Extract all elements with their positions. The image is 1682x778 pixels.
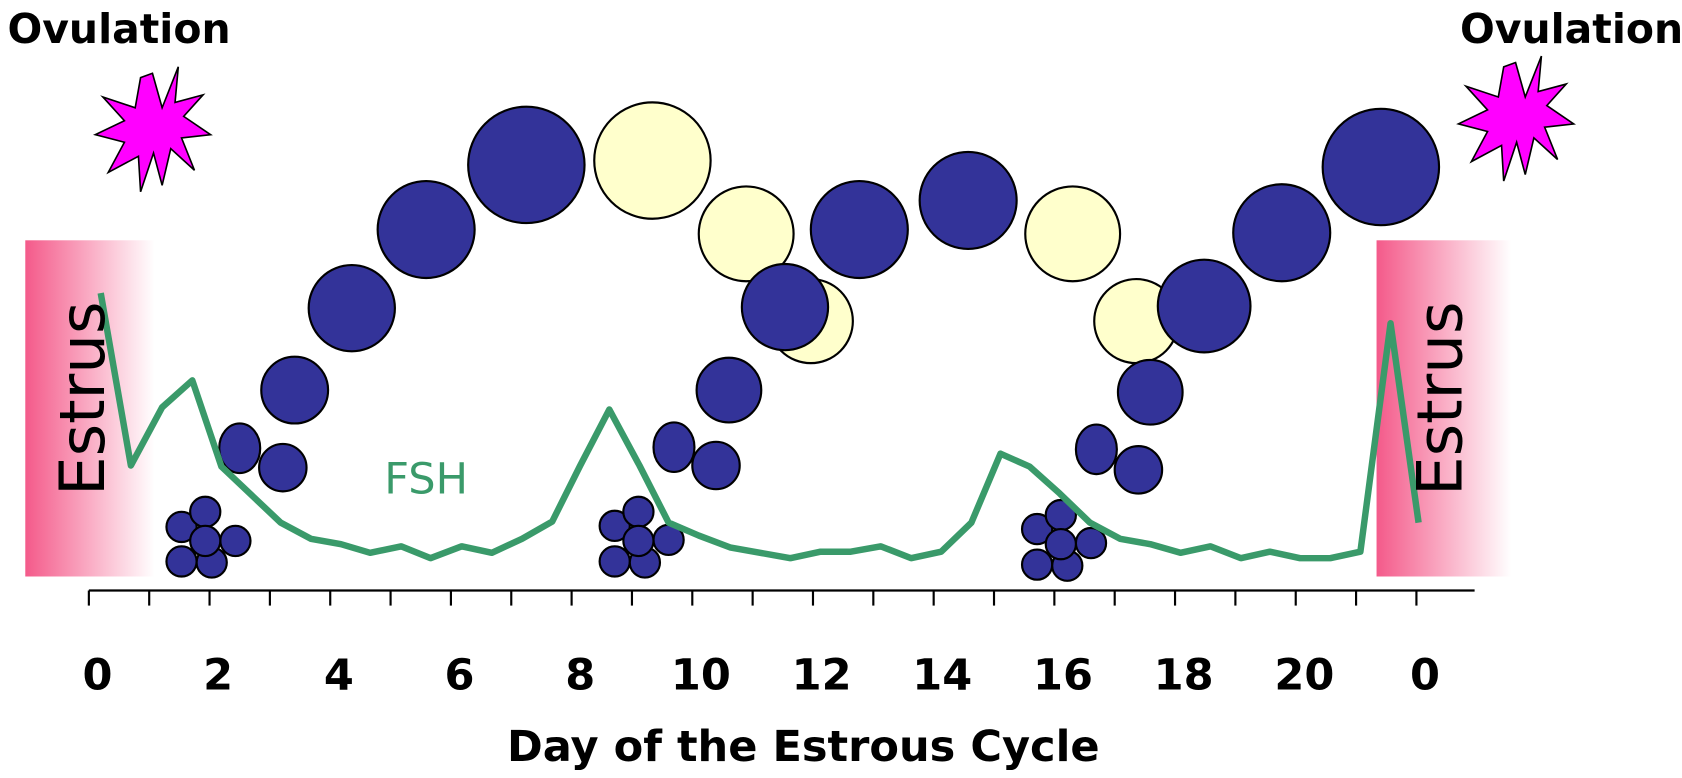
axis-tick-label: 10 [671, 651, 731, 701]
estrus-label: Estrus [1404, 302, 1477, 496]
estrus-label: Estrus [46, 302, 119, 496]
page: Ovulation Ovulation FSH Estrus Estrus 0 2… [0, 0, 1682, 778]
axis-tick-label: 20 [1274, 651, 1334, 701]
axis-tick-label: 18 [1154, 651, 1214, 701]
axis-tick-label: 16 [1033, 651, 1093, 701]
axis-tick-label: 8 [565, 651, 595, 701]
fsh-label: FSH [384, 455, 468, 505]
axis-tick-label: 0 [82, 651, 112, 701]
axis-tick-labels: 0 2 4 6 8 10 12 14 16 18 20 0 [82, 651, 1440, 701]
axis-tick-label: 2 [203, 651, 233, 701]
axis-tick-label: 12 [792, 651, 852, 701]
axis-tick-label: 14 [912, 651, 972, 701]
follicles [166, 102, 1439, 580]
diagram: Ovulation Ovulation FSH Estrus Estrus 0 2… [0, 0, 1682, 778]
axis-title: Day of the Estrous Cycle [507, 722, 1100, 772]
ovulation-star [1458, 56, 1573, 181]
axis-ticks [89, 591, 1417, 606]
ovulation-label: Ovulation [1460, 5, 1682, 53]
ovulation-star [95, 67, 210, 192]
ovulation-label: Ovulation [7, 5, 230, 53]
axis-tick-label: 6 [445, 651, 475, 701]
axis-tick-label: 0 [1410, 651, 1440, 701]
axis-tick-label: 4 [324, 651, 354, 701]
